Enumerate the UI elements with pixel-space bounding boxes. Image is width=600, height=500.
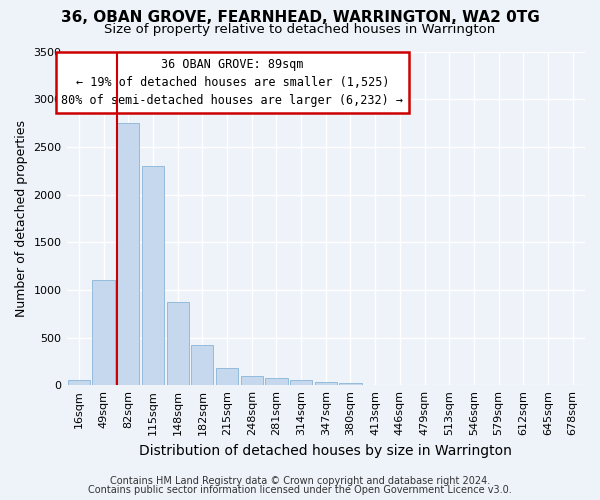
Bar xyxy=(92,280,115,385)
Bar xyxy=(241,376,263,385)
Text: Size of property relative to detached houses in Warrington: Size of property relative to detached ho… xyxy=(104,22,496,36)
Bar xyxy=(142,166,164,385)
Bar xyxy=(265,378,287,385)
Bar xyxy=(216,368,238,385)
Text: 36 OBAN GROVE: 89sqm
← 19% of detached houses are smaller (1,525)
80% of semi-de: 36 OBAN GROVE: 89sqm ← 19% of detached h… xyxy=(61,58,403,107)
Text: 36, OBAN GROVE, FEARNHEAD, WARRINGTON, WA2 0TG: 36, OBAN GROVE, FEARNHEAD, WARRINGTON, W… xyxy=(61,10,539,25)
Bar xyxy=(290,380,312,385)
Bar xyxy=(68,380,90,385)
Y-axis label: Number of detached properties: Number of detached properties xyxy=(15,120,28,317)
X-axis label: Distribution of detached houses by size in Warrington: Distribution of detached houses by size … xyxy=(139,444,512,458)
Bar xyxy=(340,384,362,385)
Bar xyxy=(117,123,139,385)
Text: Contains HM Land Registry data © Crown copyright and database right 2024.: Contains HM Land Registry data © Crown c… xyxy=(110,476,490,486)
Text: Contains public sector information licensed under the Open Government Licence v3: Contains public sector information licen… xyxy=(88,485,512,495)
Bar xyxy=(314,382,337,385)
Bar xyxy=(191,344,214,385)
Bar xyxy=(167,302,189,385)
